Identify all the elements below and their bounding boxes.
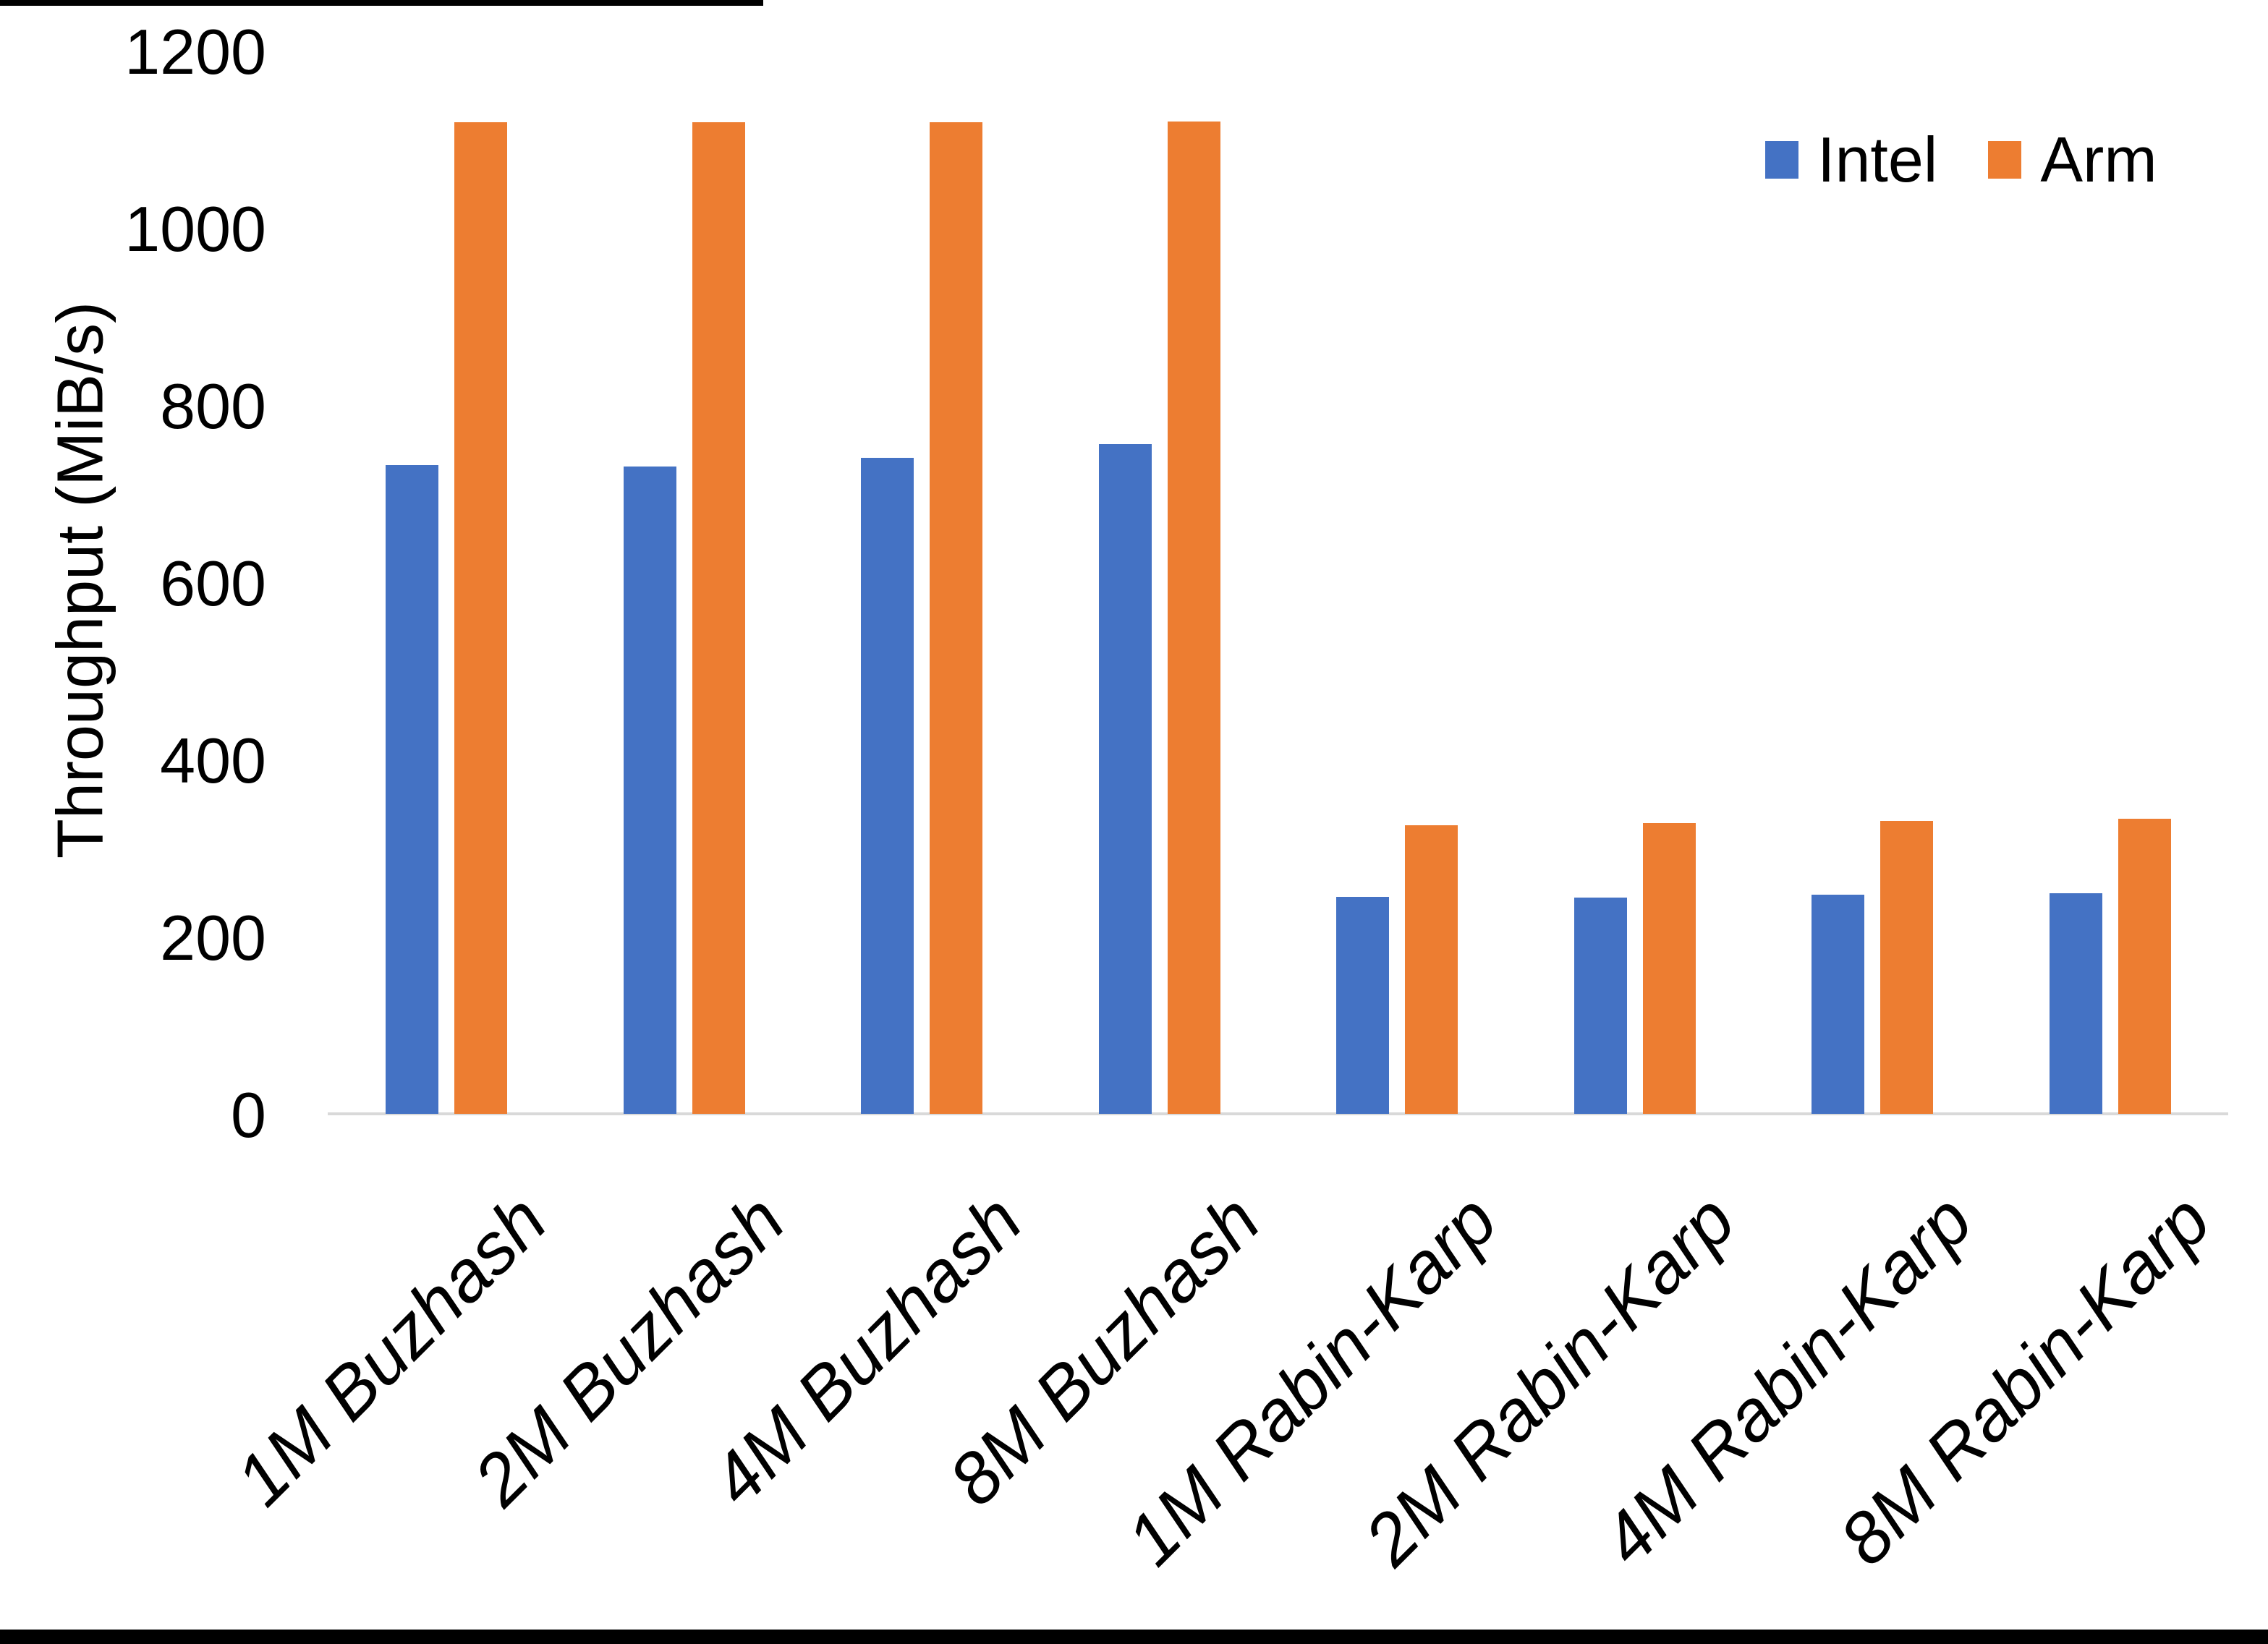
bar-arm-1m-rabin-karp [1405, 825, 1458, 1114]
legend-label-arm: Arm [2040, 124, 2157, 195]
bar-intel-1m-buzhash [386, 465, 438, 1114]
bar-arm-2m-buzhash [692, 122, 745, 1114]
bar-arm-4m-rabin-karp [1880, 821, 1933, 1114]
bar-intel-8m-rabin-karp [2049, 893, 2102, 1114]
bar-intel-1m-rabin-karp [1336, 897, 1389, 1114]
x-axis-line [328, 1112, 2228, 1115]
bar-intel-8m-buzhash [1098, 444, 1152, 1114]
bottom-border-bar [0, 1630, 2268, 1644]
legend: Intel Arm [1765, 123, 2157, 197]
bar-intel-4m-buzhash [861, 458, 914, 1114]
bar-arm-4m-buzhash [930, 122, 982, 1114]
y-tick-label-400: 400 [160, 725, 266, 796]
bar-intel-4m-rabin-karp [1812, 895, 1864, 1114]
bar-arm-8m-rabin-karp [2118, 819, 2171, 1114]
bar-arm-2m-rabin-karp [1642, 823, 1696, 1114]
y-tick-label-0: 0 [231, 1079, 266, 1151]
legend-item-intel: Intel [1765, 123, 1937, 197]
top-border-line [0, 0, 763, 6]
bar-intel-2m-buzhash [623, 467, 676, 1114]
y-tick-label-200: 200 [160, 902, 266, 974]
bar-intel-2m-rabin-karp [1573, 898, 1627, 1114]
y-tick-label-1000: 1000 [124, 193, 266, 265]
bar-arm-8m-buzhash [1167, 122, 1220, 1114]
legend-label-intel: Intel [1817, 124, 1938, 195]
legend-swatch-intel [1765, 141, 1798, 179]
legend-swatch-arm [1988, 141, 2022, 179]
y-tick-label-800: 800 [160, 370, 266, 442]
legend-item-arm: Arm [1988, 123, 2157, 197]
y-tick-label-600: 600 [160, 548, 266, 619]
bar-arm-1m-buzhash [454, 122, 507, 1114]
y-tick-label-1200: 1200 [124, 16, 266, 88]
